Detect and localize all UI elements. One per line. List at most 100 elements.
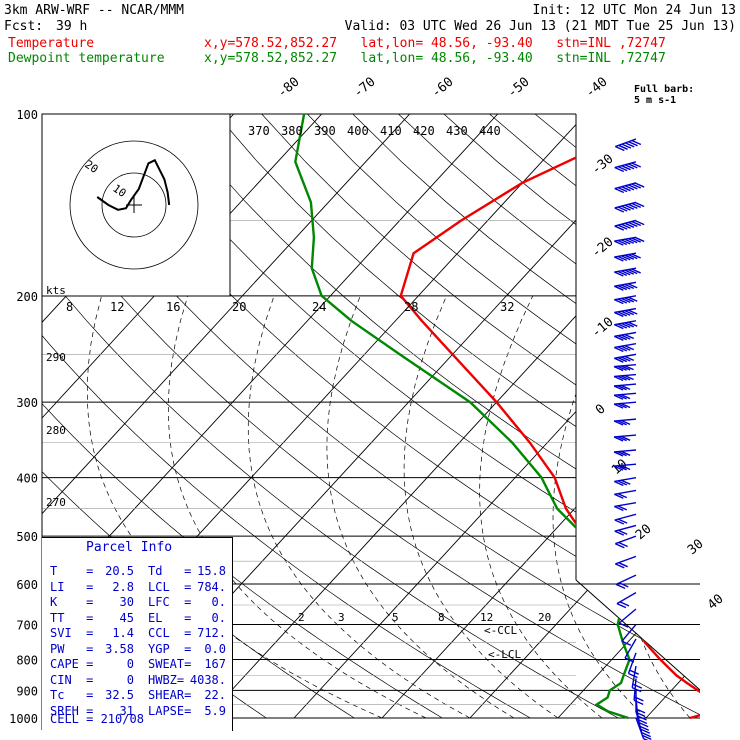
parcel-key: K = [50,595,94,609]
parcel-value: 32.5 [105,688,134,702]
temperature-tick-label: 20 [633,522,655,544]
pressure-tick-label: 800 [16,653,38,667]
pressure-tick-label: 200 [16,290,38,304]
parcel-value: 15.8 [197,564,226,578]
wind-barb [613,434,637,442]
wind-barb [614,182,645,194]
dry-adiabat-label: 290 [46,351,66,364]
lcl-marker: <-CCL [484,624,517,637]
parcel-key: Tc = [50,688,94,702]
wind-barb [614,281,638,291]
wind-barb [615,535,637,549]
model-title: 3km ARW-WRF -- NCAR/MMM [4,3,185,18]
temperature-tick-label: 0 [593,402,609,419]
parcel-key: SVI = [50,626,94,640]
wind-barb [615,574,637,590]
parcel-value: 0 [126,657,134,671]
moist-adiabat [247,295,471,719]
parcel-value: 0.0 [204,641,226,656]
temperature-tick-label: -60 [429,74,457,101]
parcel-key: YGP = [148,641,192,656]
hodograph-speed-label: 20 [232,300,246,314]
wind-barb [614,236,645,246]
hodograph-ring-inner [101,172,167,238]
wind-barb [627,652,639,679]
parcel-key: CAPE = [50,657,94,671]
valid-time: Valid: 03 UTC Wed 26 Jun 13 (21 MDT Tue … [344,19,736,34]
wind-barb [614,267,641,277]
wind-barb [615,555,637,569]
parcel-info-title: Parcel Info [86,540,173,555]
isotherm-line [734,114,740,718]
parcel-value: 2.8 [112,579,134,594]
hodograph-speed-label: 16 [166,300,180,314]
wind-barb [614,513,637,525]
parcel-key: HWBZ= [148,672,185,687]
wind-barb [614,489,637,499]
parcel-value: 45 [119,610,134,625]
moist-adiabat [403,295,559,719]
moist-adiabat [326,295,515,719]
hodograph-speed-label: 32 [500,300,514,314]
hodograph-speed-label: 12 [110,300,124,314]
temperature-tick-label: -40 [583,74,611,101]
parcel-cell: CELL = 210/08 [50,712,144,726]
wind-barb [614,476,637,487]
theta-e-label: 430 [446,124,468,138]
parcel-key: T = [50,564,94,578]
isotherm-line [293,114,700,719]
wind-barb [614,524,637,536]
parcel-key: TT = [50,610,94,625]
mixing-ratio-label: 8 [438,611,445,624]
dry-adiabat [671,114,700,719]
dry-adiabat [215,114,700,719]
wind-barb [614,201,645,213]
mixing-ratio-label: 20 [538,611,551,624]
parcel-value: 1.4 [112,626,134,640]
theta-e-label: 410 [380,124,402,138]
parcel-key: LAPSE= [148,703,192,718]
wind-barb [635,717,652,740]
moist-adiabat [552,295,647,719]
forecast-label: Fcst: [4,19,44,34]
dewpoint-profile [294,114,631,720]
dry-adiabat [352,114,700,719]
mixing-ratio-label: 3 [338,611,345,624]
hodograph-inset: 20 10 [41,113,231,297]
isotherm-line [42,114,411,719]
moist-adiabat [623,295,700,719]
mixing-ratio-label: 12 [480,611,493,624]
wind-barb [613,463,637,471]
wind-barb [614,501,637,512]
moist-adiabat [691,295,700,719]
temperature-tick-label: -80 [275,74,303,101]
temperature-tick-label: -20 [589,234,617,261]
temperature-tick-label: -10 [589,314,617,341]
wind-barb [614,295,638,305]
wind-barb [613,373,637,382]
init-time: Init: 12 UTC Mon 24 Jun 13 [532,3,737,18]
theta-e-label: 420 [413,124,435,138]
parcel-key: LCL = [148,579,192,594]
isotherm-line [557,114,700,719]
dewpoint-legend: Dewpoint temperature [8,51,165,66]
parcel-key: CIN = [50,672,94,687]
wind-barb [614,161,642,173]
temperature-tick-label: -50 [505,74,533,101]
parcel-value: 167 [204,657,226,671]
hodograph-ring-label-20: 20 [82,158,100,176]
pressure-tick-label: 700 [16,618,38,632]
parcel-value: 0. [211,595,226,609]
parcel-value: 3.58 [105,641,134,656]
parcel-key: Td = [148,564,192,578]
lcl-marker: <-LCL [488,648,521,661]
temperature-tick-label: 40 [705,592,727,614]
parcel-value: 20.5 [105,564,134,578]
hodograph-speed-label: 8 [66,300,73,314]
wind-barb [613,418,637,426]
temperature-tick-label: -30 [589,151,617,178]
parcel-value: 5.9 [204,703,226,718]
parcel-key: LI = [50,579,94,594]
forecast-hour: 39 h [56,19,88,34]
